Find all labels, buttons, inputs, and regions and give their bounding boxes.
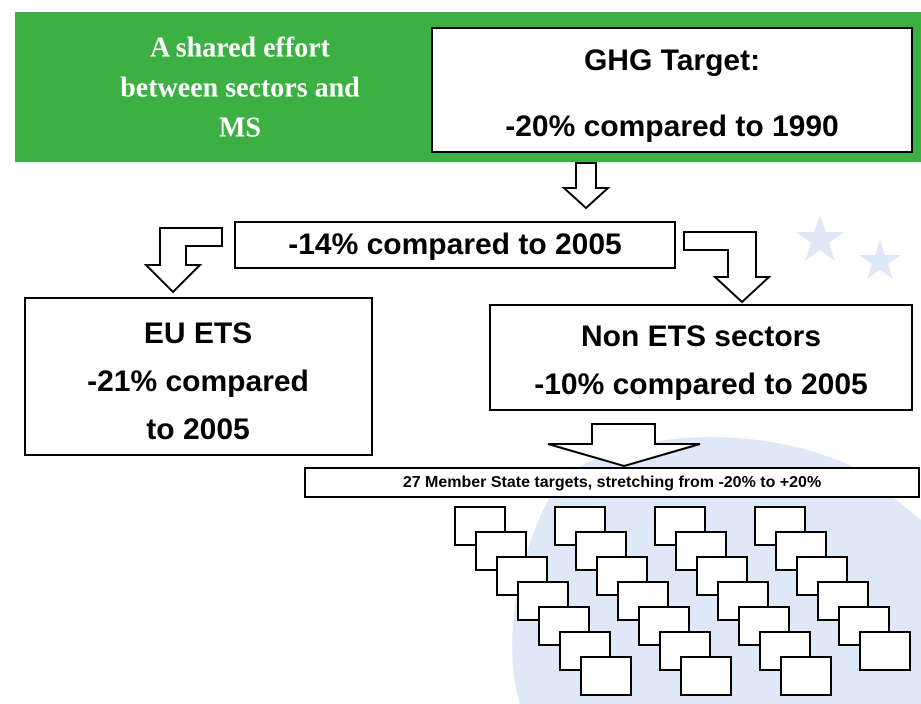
banner-text: A shared effort bbox=[150, 32, 331, 63]
non-ets-box bbox=[489, 304, 913, 411]
arrow bbox=[683, 231, 772, 304]
member-state-box bbox=[680, 656, 732, 696]
split-label: -14% compared to 2005 bbox=[288, 228, 621, 261]
non-ets-text: Non ETS sectors bbox=[581, 320, 821, 353]
banner-text: between sectors and bbox=[120, 72, 360, 103]
eu-ets-text: EU ETS bbox=[144, 317, 252, 350]
arrow bbox=[547, 423, 701, 468]
arrow bbox=[561, 162, 611, 210]
member-state-box bbox=[780, 656, 832, 696]
member-state-box bbox=[859, 631, 911, 671]
eu-ets-text: to 2005 bbox=[146, 413, 249, 446]
split-box bbox=[234, 221, 676, 269]
banner-text: MS bbox=[219, 112, 261, 143]
eu-ets-box bbox=[24, 297, 373, 456]
ghg-title: GHG Target: bbox=[584, 44, 760, 77]
member-state-box bbox=[580, 656, 632, 696]
eu-ets-text: -21% compared bbox=[87, 365, 309, 398]
ghg-box bbox=[431, 27, 913, 153]
member-state-boxes bbox=[454, 506, 911, 696]
member-states-box bbox=[304, 467, 920, 498]
member-states-label: 27 Member State targets, stretching from… bbox=[403, 474, 821, 491]
arrow bbox=[143, 227, 223, 294]
ghg-value: -20% compared to 1990 bbox=[505, 110, 838, 143]
non-ets-text: -10% compared to 2005 bbox=[534, 368, 867, 401]
